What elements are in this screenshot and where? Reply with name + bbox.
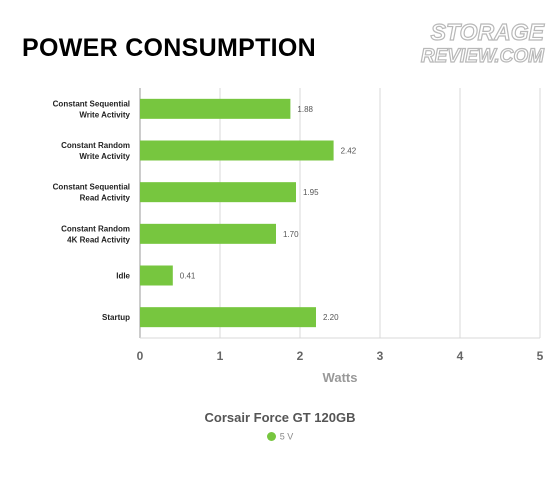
logo-line-2: REVIEW.COM [421,46,545,67]
category-labels: Constant Sequential Write Activity Constan… [53,99,131,322]
category-label: Constant Sequential Read Activity [53,183,131,203]
value-label: 1.70 [283,230,299,239]
bar [140,182,296,203]
chart-title: POWER CONSUMPTION [22,34,316,62]
x-tick-label: 5 [537,349,544,363]
value-label: 1.88 [297,105,313,114]
category-label: Constant Sequential Write Activity [53,99,131,119]
x-tick-label: 1 [217,349,224,363]
storagereview-logo: STORAGE REVIEW.COM [420,18,546,67]
x-tick-labels: 0 1 2 3 4 5 [137,349,544,363]
category-label: Constant Random 4K Read Activity [61,224,130,244]
x-tick-label: 2 [297,349,304,363]
value-label: 0.41 [180,272,196,281]
bar [140,140,334,161]
category-label: Constant Random Write Activity [61,141,130,161]
legend-series-label: 5 V [279,431,294,442]
value-label: 2.20 [323,313,339,322]
x-tick-label: 3 [377,349,384,363]
bar [140,307,316,328]
legend-swatch [266,432,276,442]
x-axis-label: Watts [323,370,358,385]
bar [140,98,291,119]
value-label: 2.42 [341,147,357,156]
category-label: Startup [102,313,130,322]
bars: 1.88 2.42 1.95 1.70 0.41 2.20 [140,98,357,328]
value-label: 1.95 [303,188,319,197]
bar [140,223,276,244]
grid-lines [139,88,541,339]
legend-item: 5 V [0,431,560,442]
logo-line-1: STORAGE [431,19,545,45]
x-tick-label: 4 [457,349,464,363]
category-label: Idle [116,272,130,281]
legend-title: Corsair Force GT 120GB [204,410,356,425]
bar [140,265,173,286]
x-tick-label: 0 [137,349,144,363]
